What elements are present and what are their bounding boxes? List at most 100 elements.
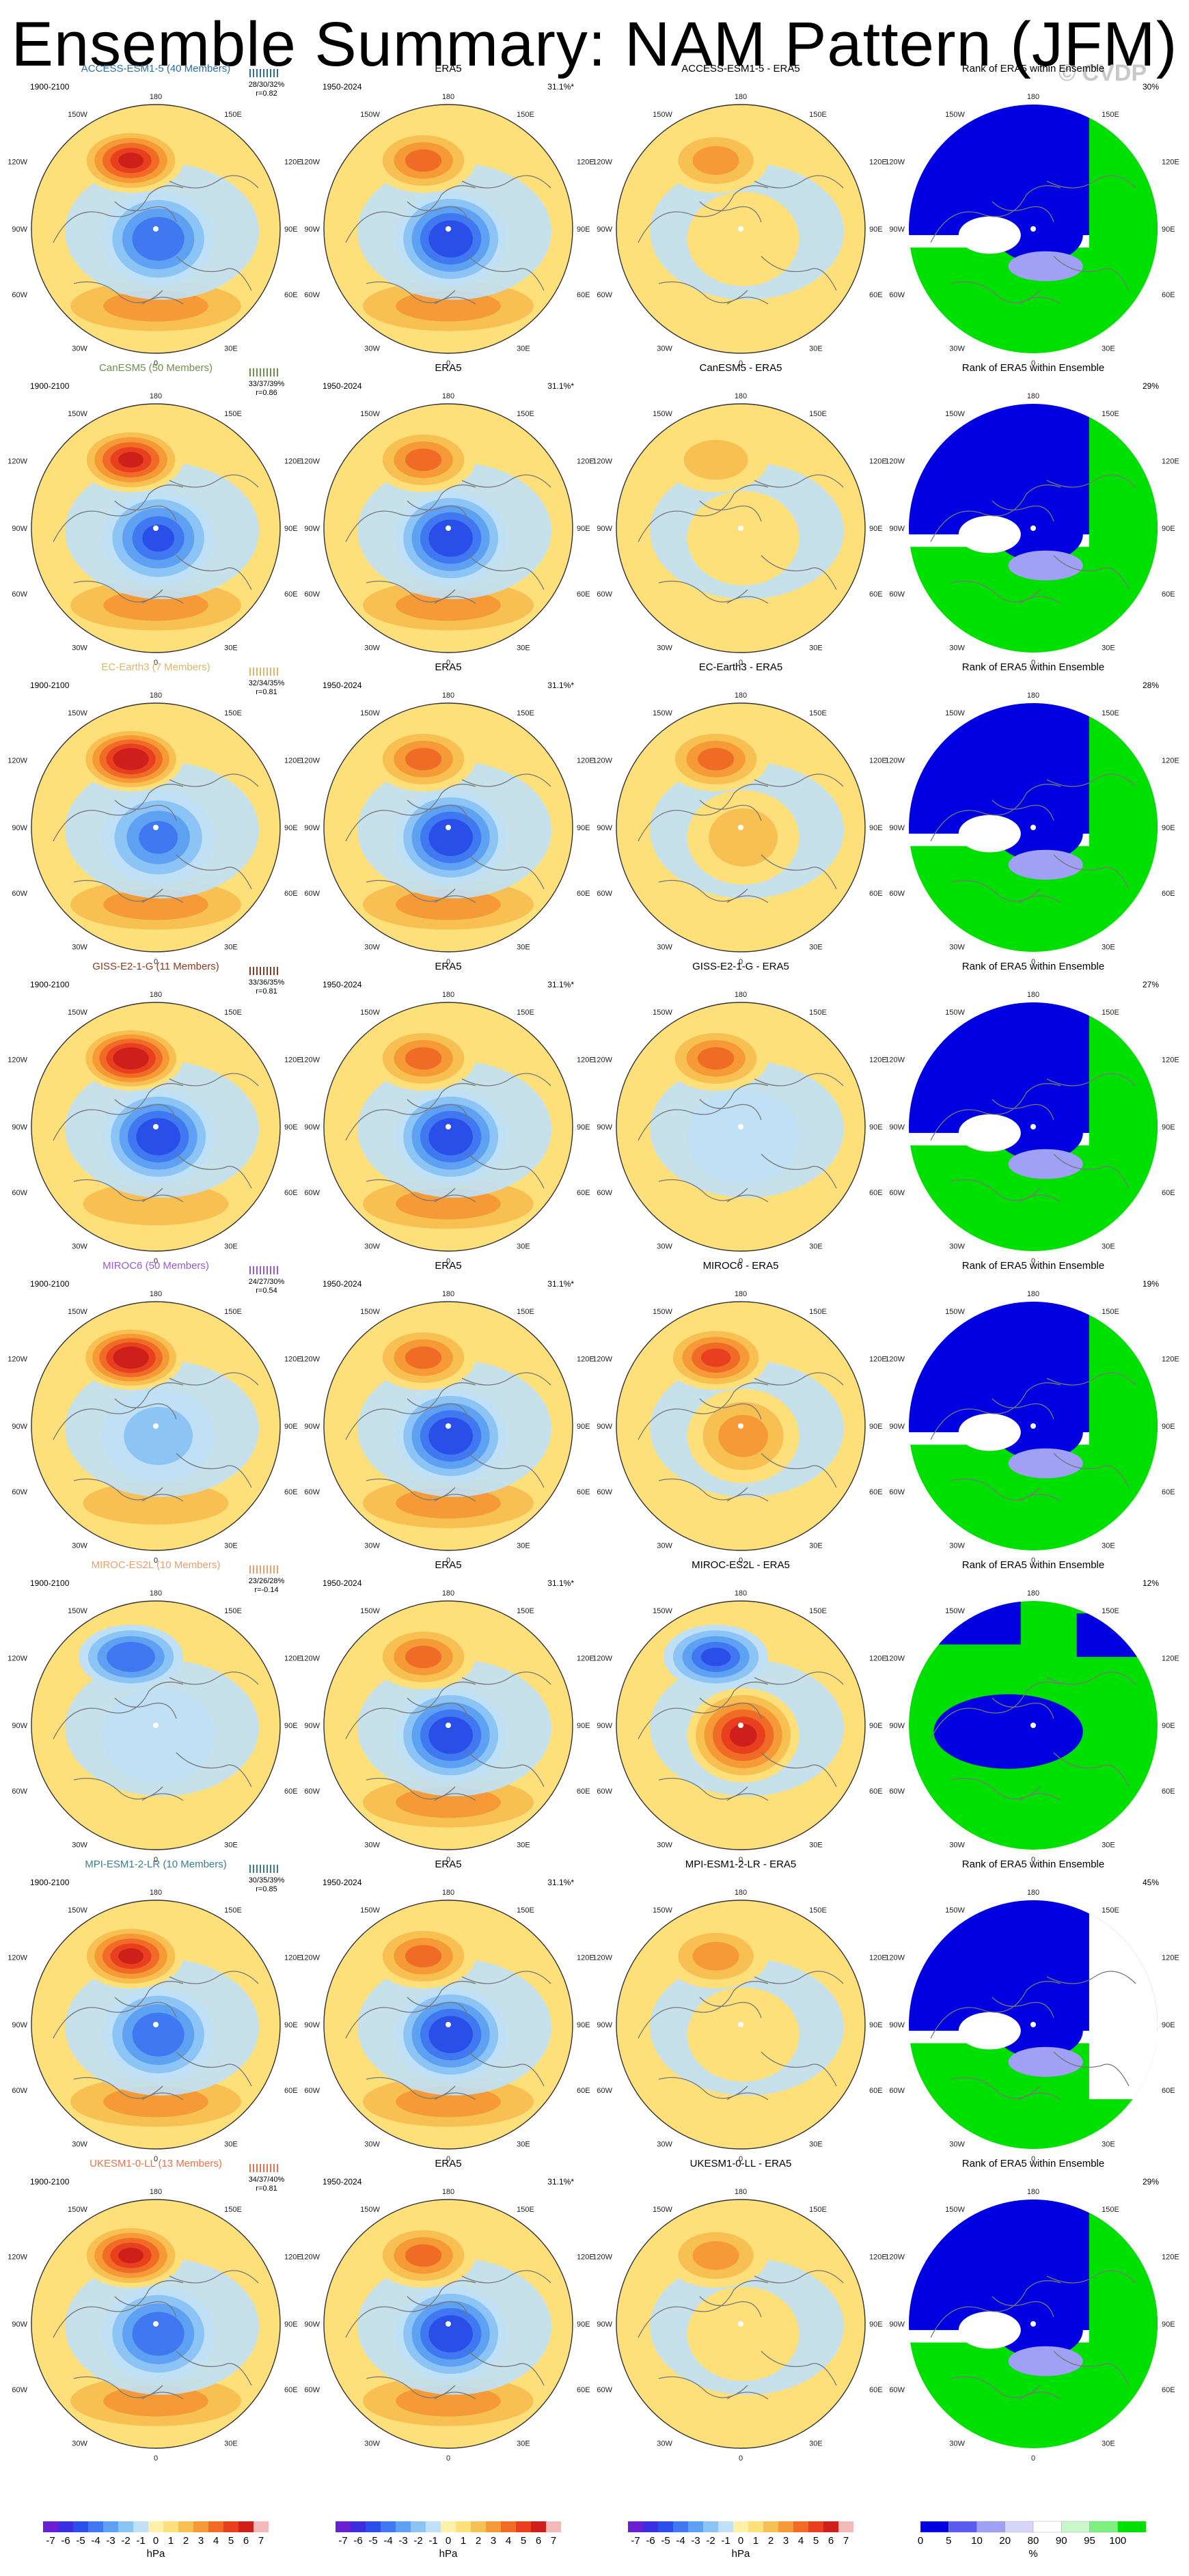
row-5-era5-lon-label-upper-left: 150W [360, 1308, 380, 1316]
row-1-rank-lon-label-top: 180 [1027, 93, 1039, 101]
coastline-5 [141, 2392, 184, 2400]
row-3-rank-map-light-patch [1008, 849, 1083, 880]
row-1-rank-lon-label-left: 90W [889, 225, 905, 234]
row-7-diff-map-pacific-center-level-3 [692, 1941, 739, 1971]
row-1-rank-map-east-band [1089, 105, 1158, 304]
row-7-rank-title: Rank of ERA5 within Ensemble [962, 1859, 1104, 1870]
row-4-era5-lon-label-upper-right: 150E [517, 1009, 534, 1017]
row-7-diff-lon-label-lower-left: 30W [657, 2140, 672, 2148]
row-1-diff-lon-label-left: 90W [597, 225, 612, 234]
row-7-rank-map-pole-marker [1030, 2022, 1036, 2027]
rank-colorbar-bin-3 [1004, 2521, 1034, 2533]
model-colorbar-bin-2 [73, 2521, 88, 2532]
row-7-era5-lon-label-right-upper: 120E [577, 1954, 594, 1962]
model-colorbar-tick-10: 3 [198, 2535, 204, 2547]
row-7-model-lon-label-left-upper: 120W [8, 1954, 27, 1962]
row-7-diff-lon-label-left-upper: 120W [592, 1954, 612, 1962]
coastline-3 [468, 854, 545, 890]
coastline-5 [726, 2092, 769, 2100]
row-3-diff-lon-label-right: 90E [869, 824, 883, 832]
coastline-2 [169, 1671, 259, 1685]
row-7-diff-lon-label-upper-right: 150E [809, 1906, 827, 1915]
row-7-model-lon-label-upper-right: 150E [224, 1906, 242, 1915]
row-1-model-lon-label-left-lower: 60W [12, 291, 27, 299]
row-2-rank-lon-label-right-lower: 60E [1162, 590, 1175, 599]
row-6-era5-period: 1950-2024 [323, 1578, 362, 1588]
coastline-5 [726, 1494, 769, 1502]
model-colorbar-tick-12: 5 [228, 2535, 234, 2547]
diff-colorbar-tick-2: -5 [661, 2535, 670, 2547]
row-8-rank-lon-label-right: 90E [1162, 2320, 1175, 2329]
row-4-model-lon-label-left: 90W [12, 1123, 27, 1132]
coastline-2 [461, 474, 551, 488]
diff-colorbar-bin-2 [658, 2521, 673, 2532]
row-7-diff-lon-label-top: 180 [735, 1889, 747, 1897]
row-7-rank-lon-label-lower-left: 30W [949, 2140, 965, 2148]
model-colorbar-tick-7: 0 [153, 2535, 159, 2547]
row-8-rank-title: Rank of ERA5 within Ensemble [962, 2158, 1104, 2169]
row-7-era5-map-pacific-center-level-4 [405, 1945, 442, 1968]
row-3-rank-lon-label-top: 180 [1027, 691, 1039, 700]
row-4-era5-variance: 31.1%* [547, 980, 574, 989]
coastline-3 [468, 1752, 545, 1787]
row-3-diff-lon-label-left-lower: 60W [597, 890, 612, 898]
row-6-diff-lon-label-left: 90W [597, 1722, 612, 1730]
row-3-era5-lon-label-bottom: 0 [446, 958, 450, 966]
row-7-spread-glyph [249, 1865, 278, 1873]
row-6-era5-lon-label-right: 90E [577, 1722, 590, 1730]
row-8-rank-lon-label-upper-right: 150E [1102, 2206, 1119, 2214]
model-colorbar: -7 -6 -5 -4 -3 -2 -1 0 1 2 3 4 5 6 7 hPa [43, 2521, 269, 2560]
row-5-era5-lon-label-bottom: 0 [446, 1557, 450, 1565]
row-6-diff-lon-label-lower-left: 30W [657, 1841, 672, 1849]
row-3-rank-map-central-low [996, 806, 1083, 862]
diff-colorbar-tick-9: 2 [768, 2535, 774, 2547]
row-2-rank-lon-label-left-upper: 120W [885, 457, 905, 465]
rank-colorbar-tick-1: 5 [946, 2535, 951, 2547]
coastline-3 [761, 1453, 837, 1488]
row-2-model-lon-label-left-upper: 120W [8, 457, 27, 465]
row-8-rank-lon-label-right-upper: 120E [1162, 2253, 1179, 2261]
diff-colorbar-tick-8: 1 [753, 2535, 758, 2547]
row-2-diff-lon-label-left: 90W [597, 525, 612, 533]
coastline-4 [114, 1697, 177, 1719]
row-2-rank-lon-label-left-lower: 60W [889, 590, 905, 599]
row-6-rank-lon-label-right-lower: 60E [1162, 1787, 1175, 1796]
row-3-era5-lon-label-top: 180 [442, 691, 454, 700]
row-4-rank-lon-label-upper-right: 150E [1102, 1009, 1119, 1017]
row-1-rank-pct: 30% [1143, 82, 1159, 92]
coastline-5 [726, 2392, 769, 2400]
row-4-spread-glyph [249, 967, 278, 975]
coastline-4 [114, 1099, 177, 1121]
row-3-era5-map-pacific-center-level-4 [405, 748, 442, 771]
row-5-diff-lon-label-upper-right: 150E [809, 1308, 827, 1316]
row-8-model-lon-label-right: 90E [284, 2320, 298, 2329]
row-2-rank-map-light-patch [1008, 550, 1083, 581]
row-3-rank-map-white-patch [958, 814, 1021, 853]
row-2-model-lon-label-bottom: 0 [154, 659, 158, 667]
model-colorbar-tick-11: 4 [213, 2535, 219, 2547]
row-4-model-lon-label-top: 180 [150, 991, 162, 999]
row-7-rank-map [909, 1900, 1158, 2149]
row-2-rank-lon-label-upper-left: 150W [945, 410, 965, 418]
coastline-2 [169, 2270, 259, 2284]
row-3-rank-lon-label-lower-left: 30W [949, 943, 965, 951]
row-6-diff-lon-label-top: 180 [735, 1589, 747, 1598]
model-colorbar-bin-6 [133, 2521, 148, 2532]
row-3-rank-lon-label-left: 90W [889, 824, 905, 832]
row-5-rank-pct: 19% [1143, 1279, 1159, 1289]
row-3-pattern-r: r=0.81 [256, 688, 277, 696]
row-1-diff-lon-label-lower-left: 30W [657, 344, 672, 353]
row-3-model-lon-label-right-upper: 120E [284, 756, 302, 765]
row-8-era5-lon-label-bottom: 0 [446, 2454, 450, 2463]
model-colorbar-tick-4: -3 [106, 2535, 115, 2547]
row-6-era5-map-frame [323, 1600, 573, 1850]
coastline-4 [114, 500, 177, 522]
row-1-model-lon-label-left: 90W [12, 225, 27, 234]
row-6-diff-lon-label-left-lower: 60W [597, 1787, 612, 1796]
row-2-model-lon-label-upper-right: 150E [224, 410, 242, 418]
row-5-era5-lon-label-right: 90E [577, 1423, 590, 1431]
row-3-rank-lon-label-left-upper: 120W [885, 756, 905, 765]
row-8-era5-lon-label-right-upper: 120E [577, 2253, 594, 2261]
row-5-rank-lon-label-right: 90E [1162, 1423, 1175, 1431]
diff-colorbar-tick-7: 0 [738, 2535, 743, 2547]
